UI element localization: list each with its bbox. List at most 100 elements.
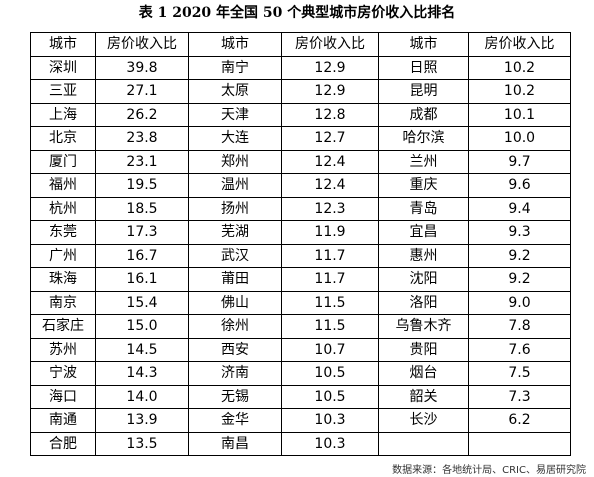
city-cell: 天津 [188,102,282,127]
city-cell: 西安 [188,337,282,362]
city-cell: 徐州 [188,314,282,339]
city-cell: 贵阳 [378,337,469,362]
city-cell: 郑州 [188,149,282,174]
city-cell: 杭州 [30,196,96,221]
table-title: 表 1 2020 年全国 50 个典型城市房价收入比排名 [138,5,456,21]
ratio-cell: 23.8 [95,126,189,151]
ratio-cell: 15.0 [95,314,189,339]
data-row: 厦门 23.1 郑州 12.4 兰州 9.7 [30,149,571,174]
ratio-cell: 11.7 [281,267,379,292]
data-row: 广州 16.7 武汉 11.7 惠州 9.2 [30,243,571,268]
city-cell: 石家庄 [30,314,96,339]
ratio-cell: 11.5 [281,314,379,339]
data-row: 杭州 18.5 扬州 12.3 青岛 9.4 [30,196,571,221]
ratio-cell: 房价收入比 [95,32,189,57]
ratio-cell: 9.2 [468,243,571,268]
city-cell: 莆田 [188,267,282,292]
ratio-cell: 10.3 [281,431,379,456]
city-cell: 洛阳 [378,290,469,315]
ratio-cell: 6.2 [468,408,571,433]
data-row: 北京 23.8 大连 12.7 哈尔滨 10.0 [30,126,571,151]
ratio-cell: 10.2 [468,55,571,80]
source-note: 数据来源：各地统计局、CRIC、易居研究院 [392,465,586,476]
city-cell: 北京 [30,126,96,151]
city-cell: 长沙 [378,408,469,433]
ratio-cell: 9.0 [468,290,571,315]
ratio-cell: 12.8 [281,102,379,127]
ratio-cell: 17.3 [95,220,189,245]
city-cell: 合肥 [30,431,96,456]
data-row: 合肥 13.5 南昌 10.3 [30,431,571,456]
ratio-cell: 12.7 [281,126,379,151]
city-cell: 厦门 [30,149,96,174]
ratio-cell: 房价收入比 [468,32,571,57]
ratio-cell: 10.5 [281,384,379,409]
ratio-cell: 23.1 [95,149,189,174]
city-cell: 金华 [188,408,282,433]
city-cell: 珠海 [30,267,96,292]
ratio-cell: 7.8 [468,314,571,339]
ratio-cell: 10.1 [468,102,571,127]
ratio-cell: 12.9 [281,79,379,104]
city-cell: 韶关 [378,384,469,409]
ratio-cell: 11.9 [281,220,379,245]
ratio-cell: 10.3 [281,408,379,433]
city-cell: 城市 [188,32,282,57]
city-cell: 太原 [188,79,282,104]
city-cell [378,431,469,456]
ratio-cell: 13.9 [95,408,189,433]
city-cell: 无锡 [188,384,282,409]
ratio-cell: 14.3 [95,361,189,386]
ratio-cell: 39.8 [95,55,189,80]
city-cell: 武汉 [188,243,282,268]
city-cell: 南京 [30,290,96,315]
data-row: 苏州 14.5 西安 10.7 贵阳 7.6 [30,337,571,362]
ratio-cell: 7.6 [468,337,571,362]
city-cell: 烟台 [378,361,469,386]
city-cell: 哈尔滨 [378,126,469,151]
ratio-cell: 7.3 [468,384,571,409]
data-row: 深圳 39.8 南宁 12.9 日照 10.2 [30,55,571,80]
header-row: 城市 房价收入比 城市 房价收入比 城市 房价收入比 [30,32,571,57]
ratio-cell: 11.5 [281,290,379,315]
ratio-cell: 9.3 [468,220,571,245]
city-cell: 苏州 [30,337,96,362]
city-cell: 城市 [378,32,469,57]
data-row: 福州 19.5 温州 12.4 重庆 9.6 [30,173,571,198]
city-cell: 宜昌 [378,220,469,245]
ratio-cell: 16.7 [95,243,189,268]
ratio-cell: 16.1 [95,267,189,292]
city-cell: 东莞 [30,220,96,245]
ratio-cell: 12.4 [281,149,379,174]
ratio-cell: 12.4 [281,173,379,198]
city-cell: 扬州 [188,196,282,221]
data-row: 南京 15.4 佛山 11.5 洛阳 9.0 [30,290,571,315]
ratio-cell: 房价收入比 [281,32,379,57]
city-cell: 日照 [378,55,469,80]
city-cell: 南通 [30,408,96,433]
city-cell: 温州 [188,173,282,198]
city-cell: 沈阳 [378,267,469,292]
ratio-cell: 10.2 [468,79,571,104]
city-cell: 重庆 [378,173,469,198]
ratio-cell: 26.2 [95,102,189,127]
data-row: 珠海 16.1 莆田 11.7 沈阳 9.2 [30,267,571,292]
city-cell: 佛山 [188,290,282,315]
data-row: 上海 26.2 天津 12.8 成都 10.1 [30,102,571,127]
ratio-cell: 13.5 [95,431,189,456]
ratio-cell: 9.4 [468,196,571,221]
city-cell: 芜湖 [188,220,282,245]
city-cell: 上海 [30,102,96,127]
ratio-cell: 19.5 [95,173,189,198]
city-cell: 南昌 [188,431,282,456]
city-cell: 海口 [30,384,96,409]
ratio-cell: 9.2 [468,267,571,292]
city-cell: 广州 [30,243,96,268]
ratio-cell: 12.9 [281,55,379,80]
ratio-cell: 9.6 [468,173,571,198]
city-cell: 成都 [378,102,469,127]
city-cell: 城市 [30,32,96,57]
city-cell: 昆明 [378,79,469,104]
city-cell: 大连 [188,126,282,151]
